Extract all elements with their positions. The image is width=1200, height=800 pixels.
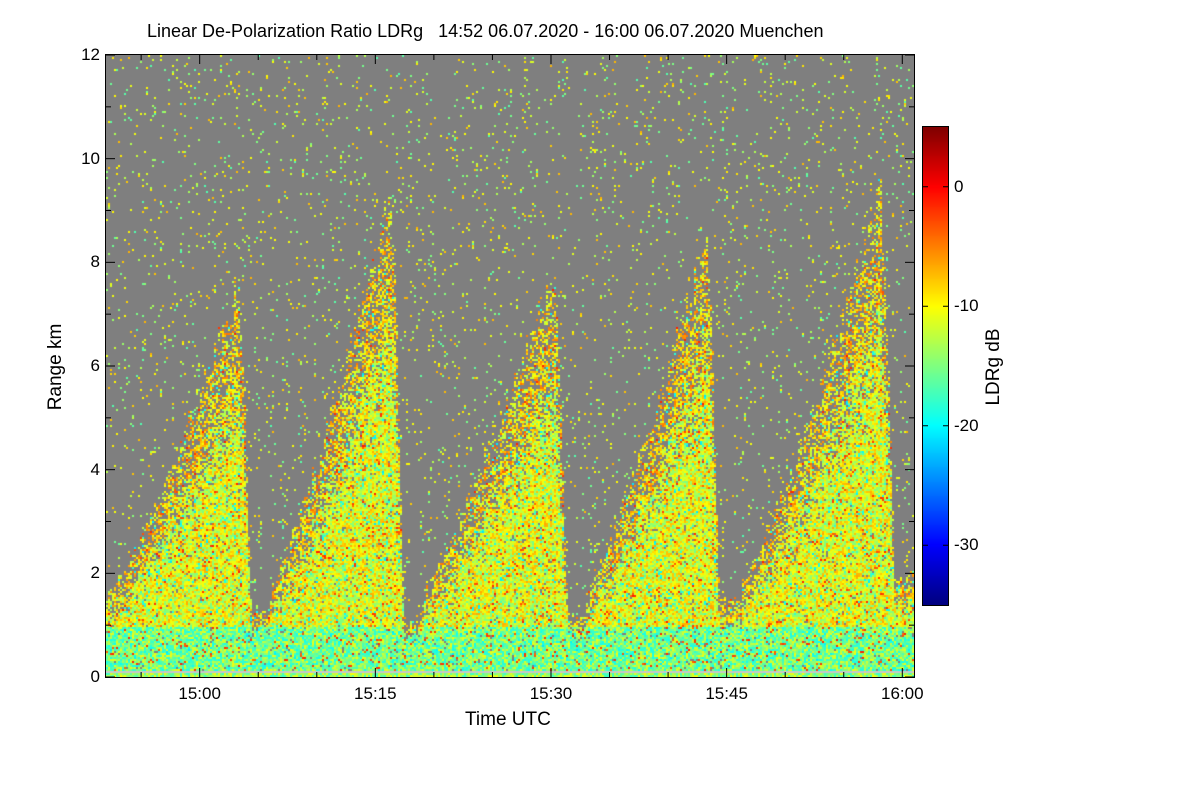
plot-frame <box>105 54 915 678</box>
x-tick-label: 16:00 <box>881 684 924 703</box>
colorbar-frame <box>922 126 949 606</box>
y-tick-label: 8 <box>90 252 100 272</box>
y-tick-label: 0 <box>90 667 100 686</box>
colorbar-tick-label: -20 <box>954 415 979 435</box>
colorbar-tick-label: 0 <box>954 176 964 196</box>
colorbar <box>923 127 948 605</box>
y-tick-label: 4 <box>90 459 100 479</box>
x-tick-label: 15:00 <box>178 684 221 703</box>
colorbar-tick-label: -10 <box>954 296 979 316</box>
y-axis-label: Range km <box>45 323 66 411</box>
x-axis-label: Time UTC <box>465 709 551 730</box>
x-tick-label: 15:30 <box>529 684 573 703</box>
x-tick-label: 15:45 <box>705 684 748 703</box>
ldr-heatmap <box>106 55 914 677</box>
x-tick-label: 15:15 <box>354 684 397 703</box>
y-tick-label: 2 <box>90 563 100 583</box>
chart-title: Linear De-Polarization Ratio LDRg 14:52 … <box>147 21 824 41</box>
y-tick-label: 12 <box>81 45 100 64</box>
y-tick-label: 6 <box>90 356 100 375</box>
colorbar-tick-label: -30 <box>954 535 979 555</box>
colorbar-label: LDRg dB <box>983 328 1004 406</box>
y-tick-label: 10 <box>81 148 100 168</box>
